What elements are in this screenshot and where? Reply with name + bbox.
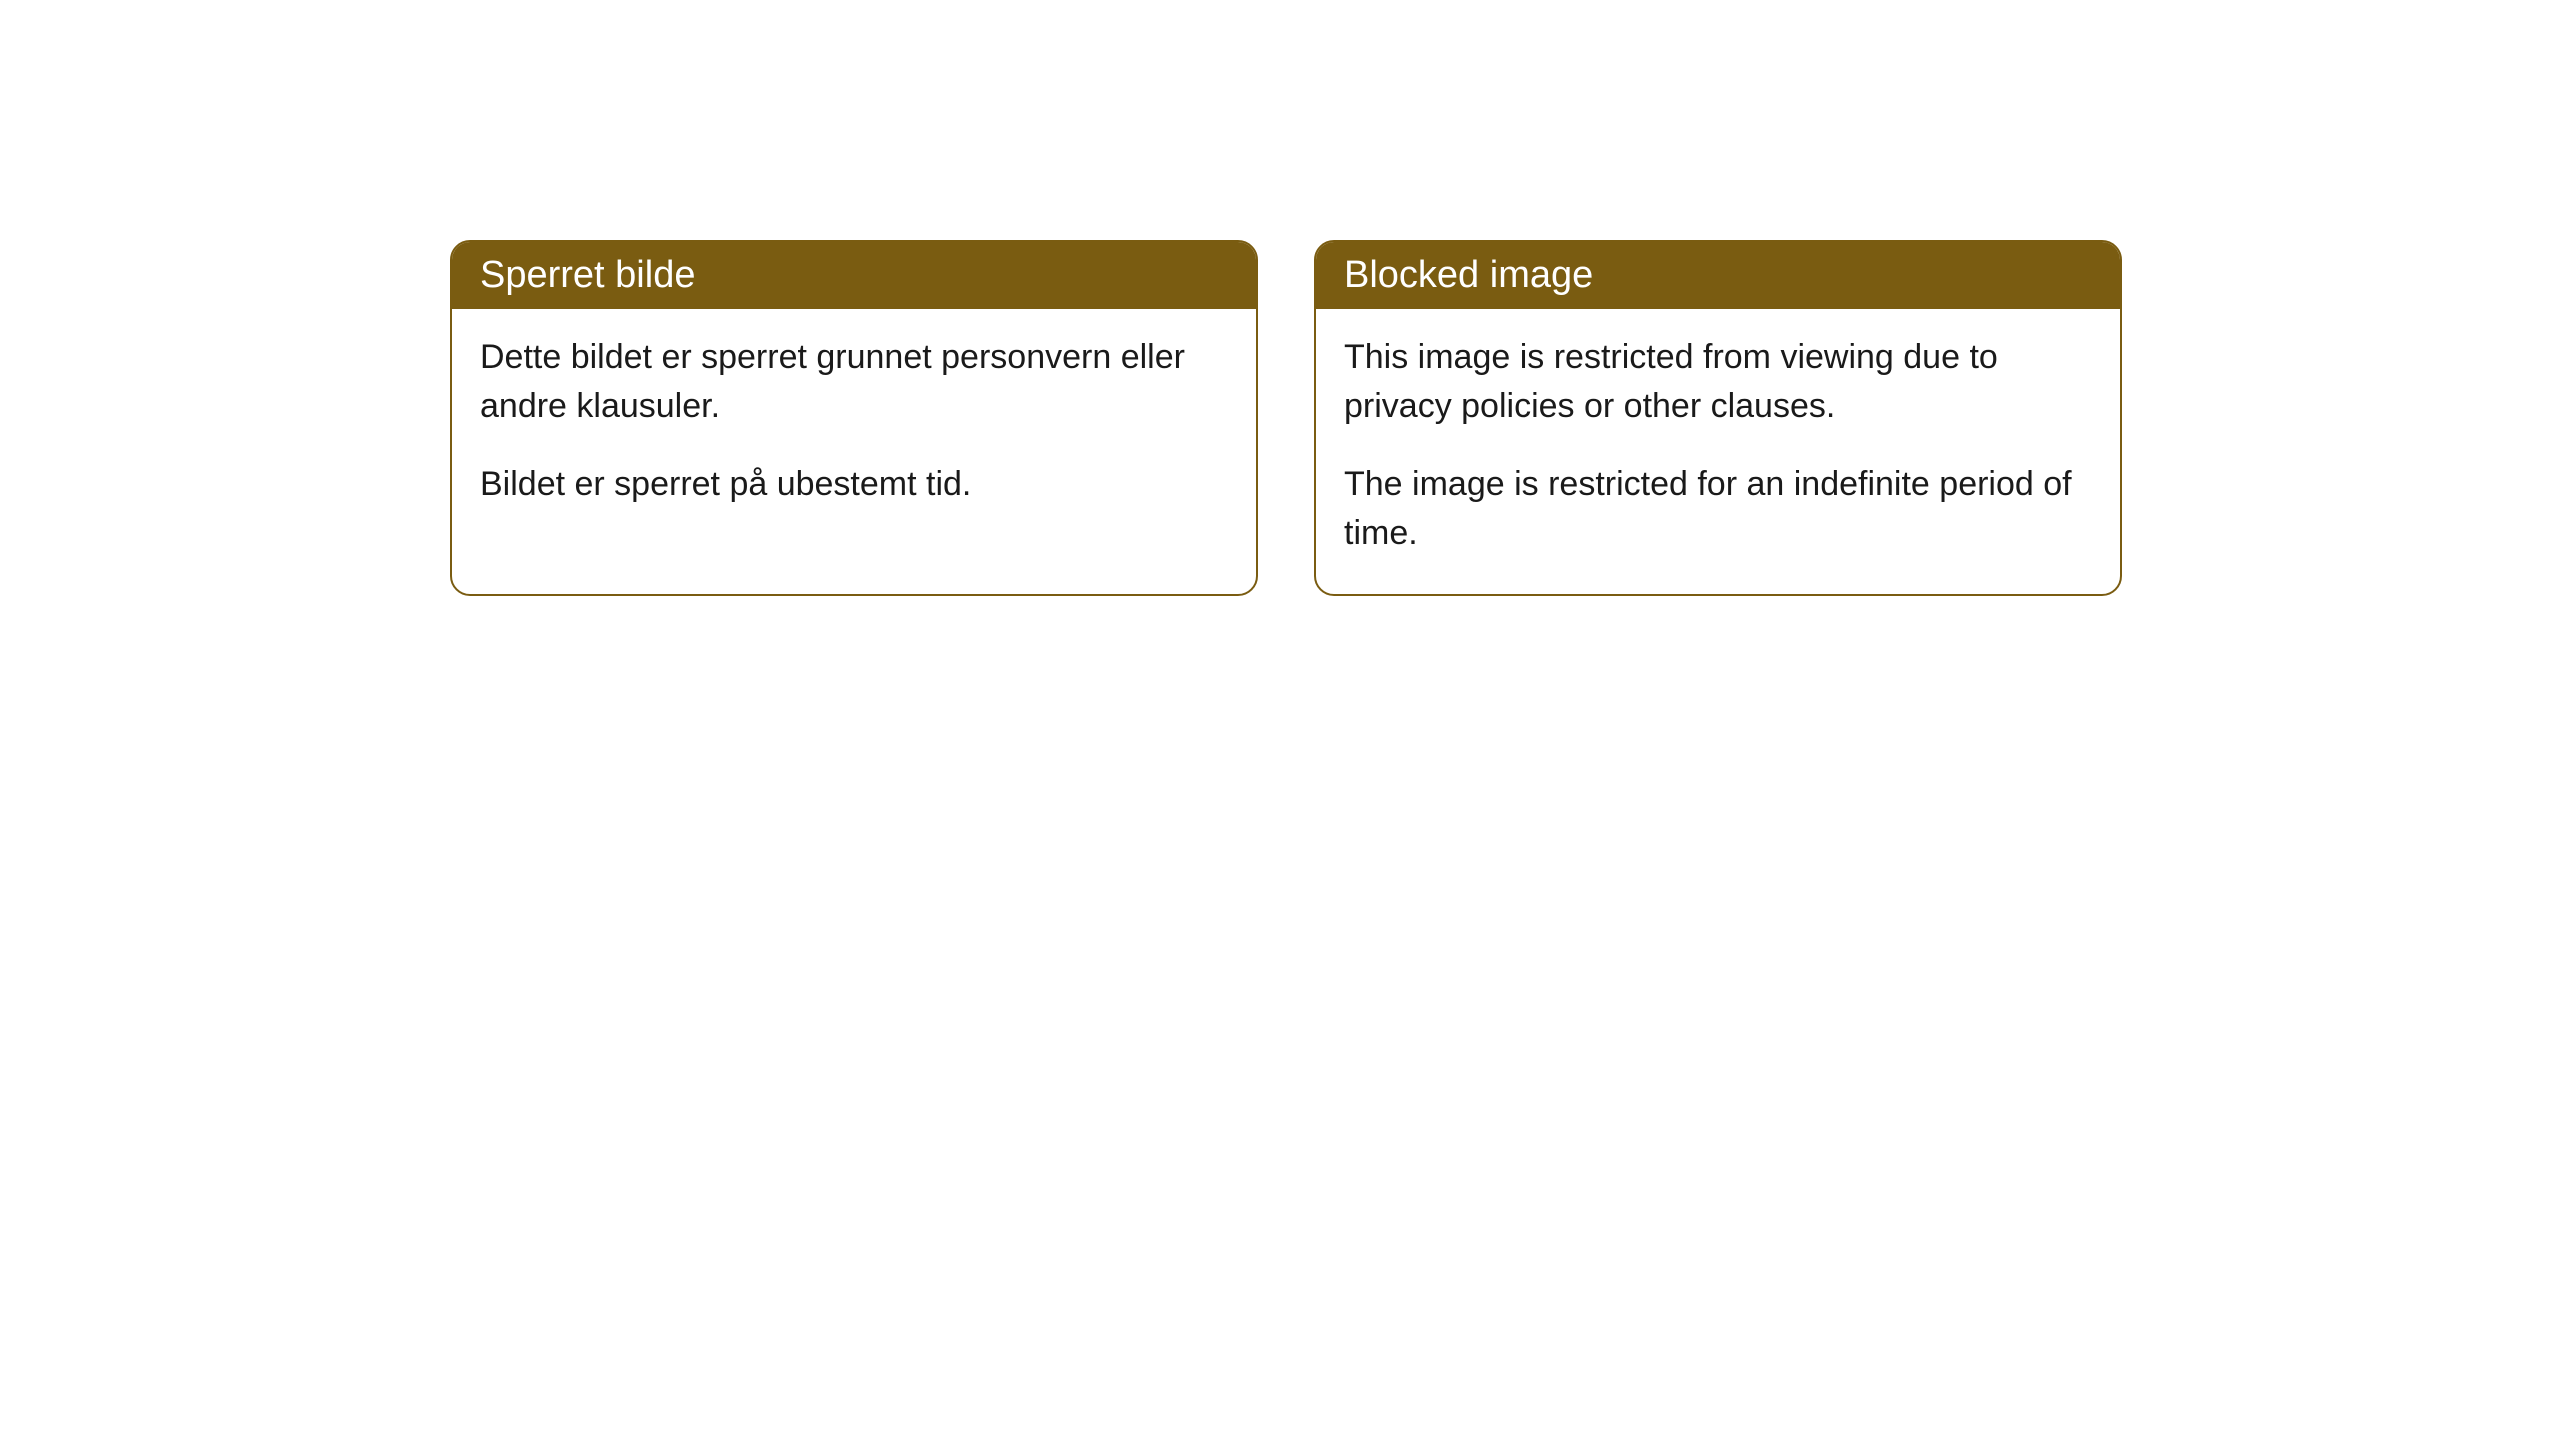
notice-card-english: Blocked image This image is restricted f… bbox=[1314, 240, 2122, 596]
card-header: Blocked image bbox=[1316, 242, 2120, 309]
notice-cards-container: Sperret bilde Dette bildet er sperret gr… bbox=[450, 240, 2122, 596]
card-body: This image is restricted from viewing du… bbox=[1316, 309, 2120, 594]
card-paragraph: Dette bildet er sperret grunnet personve… bbox=[480, 333, 1228, 432]
card-header: Sperret bilde bbox=[452, 242, 1256, 309]
card-paragraph: This image is restricted from viewing du… bbox=[1344, 333, 2092, 432]
card-paragraph: Bildet er sperret på ubestemt tid. bbox=[480, 460, 1228, 509]
card-paragraph: The image is restricted for an indefinit… bbox=[1344, 460, 2092, 559]
notice-card-norwegian: Sperret bilde Dette bildet er sperret gr… bbox=[450, 240, 1258, 596]
card-body: Dette bildet er sperret grunnet personve… bbox=[452, 309, 1256, 545]
